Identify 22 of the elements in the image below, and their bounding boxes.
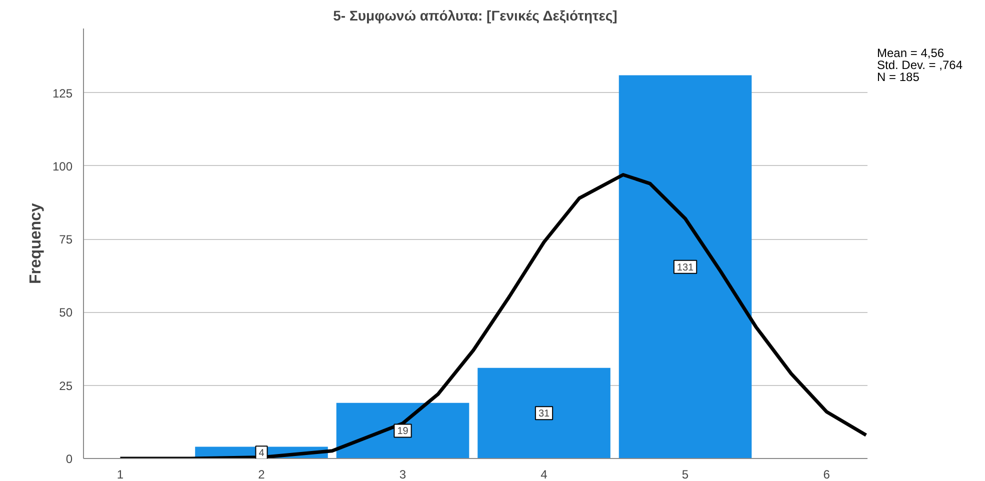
- text: Mean = 4,56: [877, 46, 946, 60]
- x-tick-label: 3: [399, 468, 406, 481]
- y-tick-label: 75: [59, 232, 73, 247]
- text: Std. Dev. = ,764: [877, 58, 962, 72]
- data-label: 19: [397, 426, 409, 438]
- x-tick-label: 4: [540, 468, 548, 481]
- data-label: 31: [538, 408, 550, 420]
- data-label: 131: [676, 262, 694, 274]
- data-label: 4: [258, 448, 265, 460]
- x-tick-label: 1: [116, 468, 124, 481]
- y-tick-label: 50: [59, 306, 73, 320]
- x-tick-label: 2: [258, 468, 266, 481]
- line-series: [118, 173, 868, 458]
- x-tick-label: 5: [682, 468, 689, 481]
- y-tick-label: 100: [52, 159, 73, 174]
- y-tick-label: 0: [66, 452, 73, 466]
- y-axis-title: Frequency: [27, 202, 44, 284]
- chart-title: 5- Συμφωνώ απόλυτα: [Γενικές Δεξιότητες]: [333, 8, 618, 24]
- y-tick-label: 125: [52, 86, 73, 100]
- text: N = 185: [877, 70, 920, 84]
- y-tick-label: 25: [59, 378, 73, 393]
- x-tick-label: 6: [823, 468, 830, 481]
